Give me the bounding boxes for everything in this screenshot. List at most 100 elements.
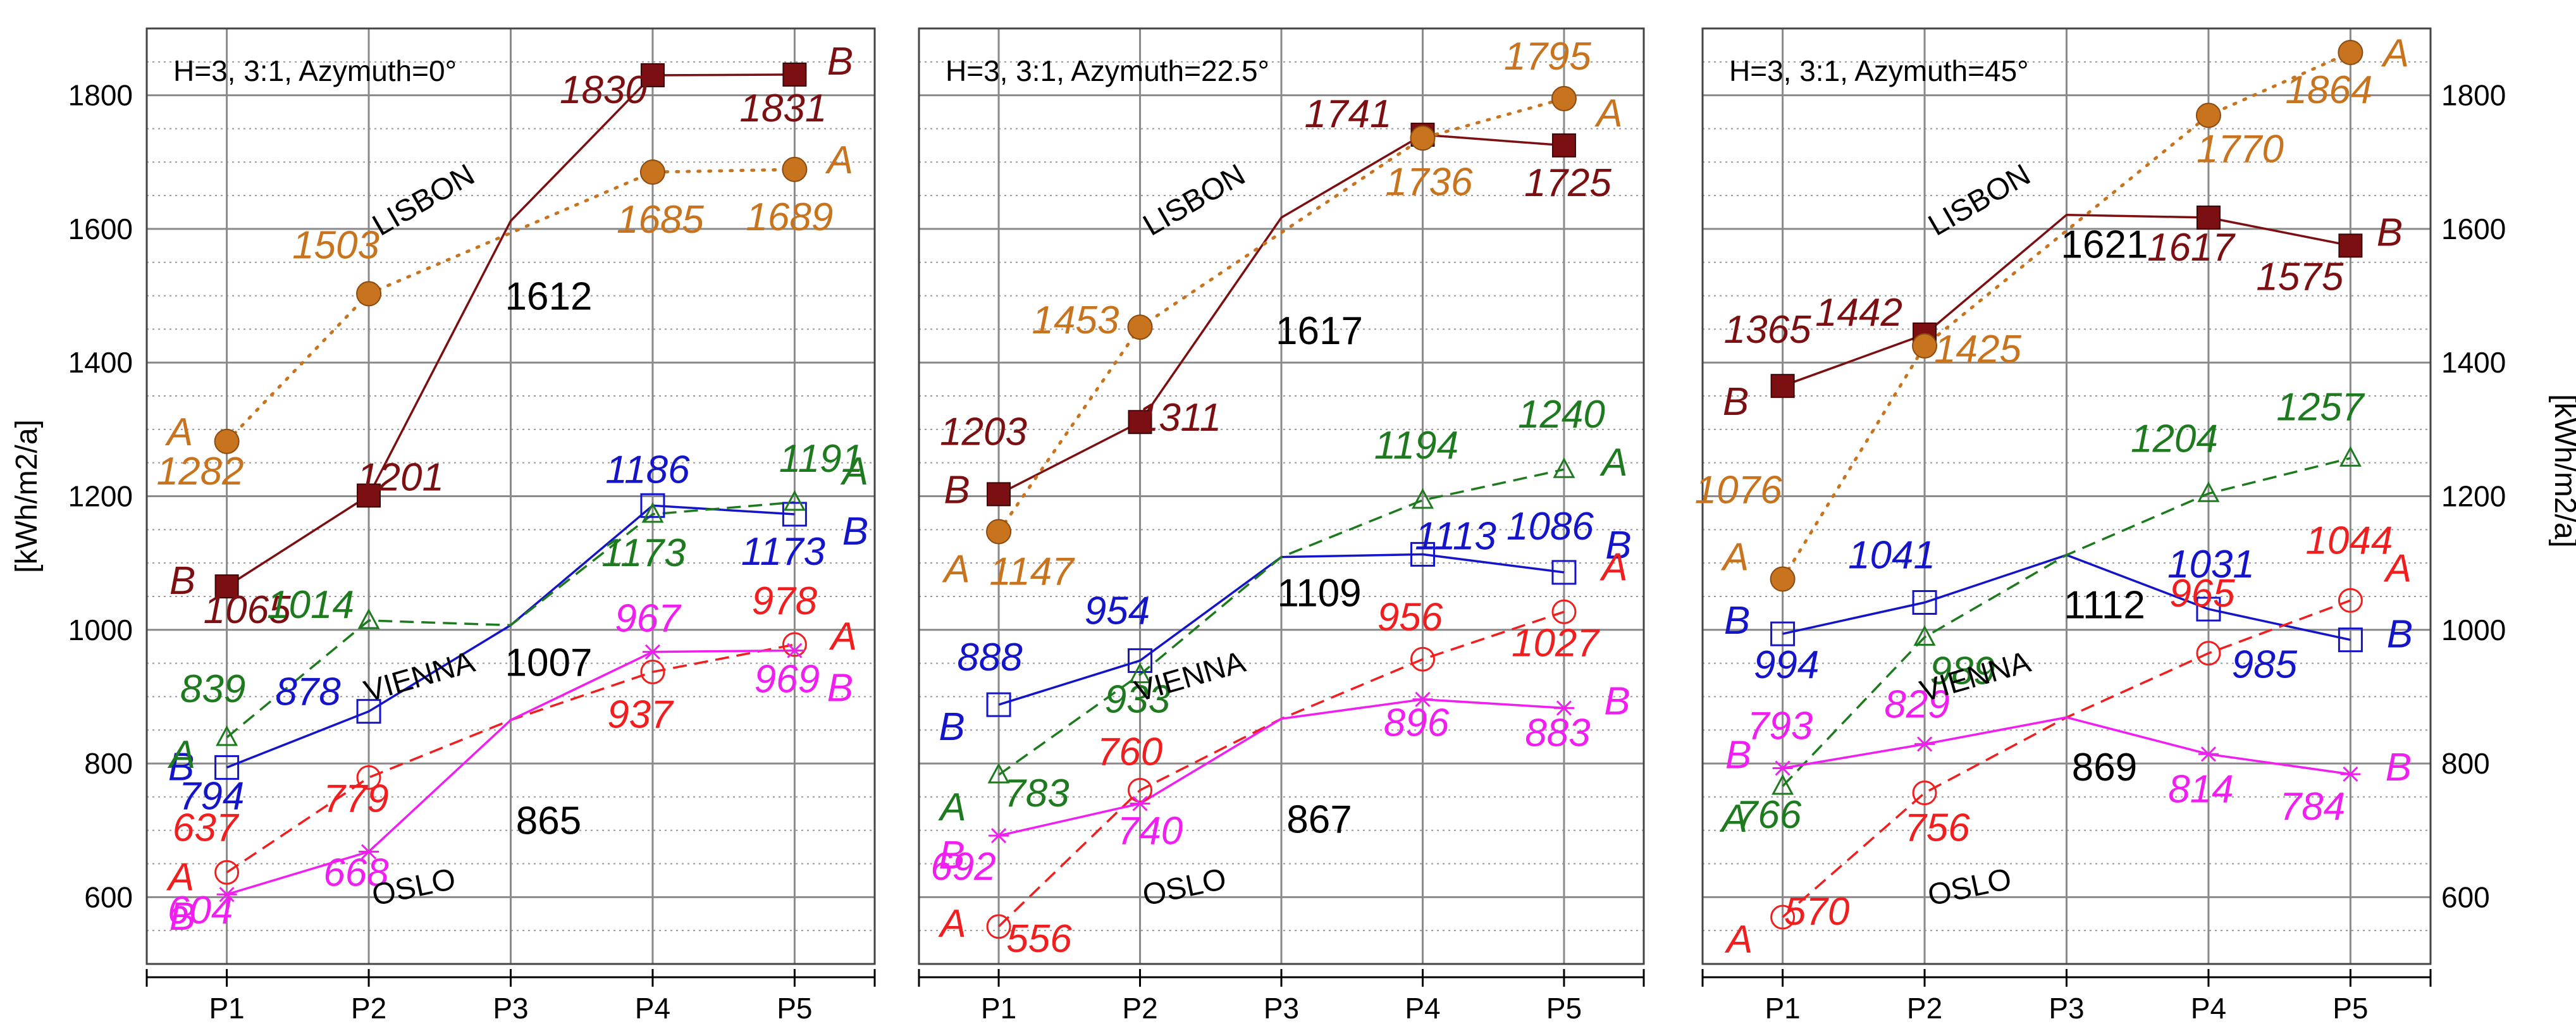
data-point	[1772, 774, 1794, 795]
city-label-lisbon: LISBON	[1923, 158, 2036, 243]
data-point	[2196, 596, 2221, 622]
series-letter: A	[1599, 441, 1627, 485]
data-point	[986, 692, 1011, 717]
city-label-oslo: OSLO	[1925, 862, 2014, 913]
series-letter: B	[1605, 524, 1631, 567]
data-label: 1086	[1507, 505, 1594, 548]
marker-triangle	[1772, 774, 1794, 795]
data-point	[2339, 446, 2362, 467]
marker-square	[214, 755, 240, 780]
marker-star	[1772, 760, 1793, 776]
marker-circle	[2195, 102, 2221, 128]
marker-square	[1770, 621, 1796, 646]
data-label: 1240	[1518, 393, 1605, 436]
series-letter: A	[2383, 546, 2412, 590]
data-point	[357, 608, 380, 629]
plot-frame	[918, 27, 1645, 965]
data-point	[1912, 590, 1937, 615]
data-label: 779	[323, 777, 388, 820]
series-letter: A	[941, 547, 970, 591]
data-point	[357, 483, 381, 508]
p3-value-lisbon: 1617	[1276, 309, 1363, 353]
marker-star	[784, 643, 805, 658]
data-point	[986, 914, 1011, 939]
data-label: 883	[1525, 711, 1590, 755]
data-point	[989, 828, 1009, 844]
data-label: 1689	[746, 195, 833, 239]
data-label: 1173	[741, 530, 825, 574]
data-point	[1553, 457, 1575, 478]
marker-square	[1410, 541, 1435, 567]
data-point	[2196, 641, 2221, 666]
marker-square	[1551, 133, 1576, 157]
series-letter: B	[939, 705, 964, 749]
x-tick-label: P3	[2049, 992, 2084, 1025]
x-tick-label: P4	[635, 992, 670, 1025]
marker-triangle	[2339, 446, 2362, 467]
marker-square	[2338, 627, 2363, 653]
marker-triangle	[357, 608, 380, 629]
y-axis-label: [kWh/m2/a]	[10, 419, 44, 573]
data-label: 1864	[2285, 68, 2372, 112]
marker-square	[782, 502, 807, 527]
data-point	[2195, 102, 2221, 128]
data-point	[1770, 621, 1796, 646]
data-label: 878	[275, 670, 341, 714]
plot-frame	[145, 27, 876, 965]
series-letter: B	[827, 40, 853, 83]
data-point	[1912, 781, 1937, 806]
data-label: 766	[1736, 793, 1802, 837]
data-label: 1453	[1032, 299, 1119, 342]
y-tick-label: 600	[2441, 880, 2490, 913]
data-label: 1725	[1524, 161, 1612, 205]
x-tick-label: P1	[1765, 992, 1800, 1025]
series-line-vienna-a	[1782, 457, 2351, 787]
data-point	[1551, 85, 1577, 111]
data-label: 1147	[989, 550, 1075, 593]
series-letter: A	[2381, 32, 2409, 75]
data-point	[640, 659, 665, 684]
series-letter: B	[2386, 746, 2412, 789]
data-label: 969	[755, 658, 820, 701]
data-point	[216, 887, 237, 903]
data-label: 1685	[617, 198, 704, 242]
marker-square	[1551, 560, 1577, 585]
data-label: 978	[752, 579, 818, 623]
data-label: 1113	[1415, 514, 1496, 558]
data-label: 793	[1747, 704, 1813, 748]
marker-circle	[782, 156, 808, 182]
marker-square	[2196, 596, 2221, 622]
data-point	[1770, 566, 1796, 592]
data-label: 1031	[2167, 543, 2255, 586]
marker-triangle	[2197, 481, 2220, 502]
data-point	[1772, 760, 1793, 776]
series-letter: B	[169, 559, 195, 603]
data-point	[642, 644, 663, 660]
x-tick-label: P3	[1264, 992, 1299, 1025]
data-point	[1129, 662, 1152, 684]
series-line-oslo-b	[998, 698, 1565, 837]
marker-circle	[986, 519, 1012, 545]
y-tick-label: 1000	[2441, 614, 2506, 646]
x-tick-label: P2	[351, 992, 386, 1025]
data-label: 1204	[2131, 417, 2218, 460]
series-letter: B	[2377, 211, 2403, 254]
data-label: 954	[1085, 589, 1150, 633]
marker-star	[359, 844, 379, 860]
marker-circle	[214, 860, 240, 885]
x-tick-label: P2	[1122, 992, 1157, 1025]
data-point	[1410, 541, 1435, 567]
marker-triangle	[1553, 457, 1575, 478]
data-label: 604	[168, 889, 233, 932]
chart-panel-3: P1 P2 P3 P4 P5 H=3, 3:1, Azymuth=45° 1365 1442 1…	[1695, 27, 2576, 1025]
p3-value-vienna: 1007	[505, 641, 593, 684]
x-tick-label: P4	[1405, 992, 1440, 1025]
data-label: 756	[1904, 806, 1970, 850]
data-point	[1914, 736, 1935, 752]
data-label: 1617	[2147, 226, 2236, 269]
data-label: 965	[2169, 572, 2235, 615]
data-label: 1741	[1305, 92, 1392, 136]
data-point	[2338, 627, 2363, 653]
data-label: 1194	[1374, 424, 1458, 467]
series-letter: B	[1724, 599, 1750, 643]
